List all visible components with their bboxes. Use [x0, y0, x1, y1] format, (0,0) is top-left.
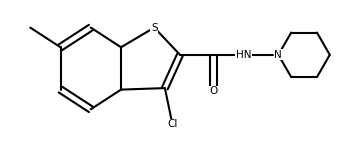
Text: O: O: [209, 86, 217, 96]
Text: Cl: Cl: [167, 119, 178, 129]
Text: HN: HN: [236, 50, 251, 60]
Text: N: N: [274, 50, 282, 60]
Text: S: S: [151, 23, 158, 33]
